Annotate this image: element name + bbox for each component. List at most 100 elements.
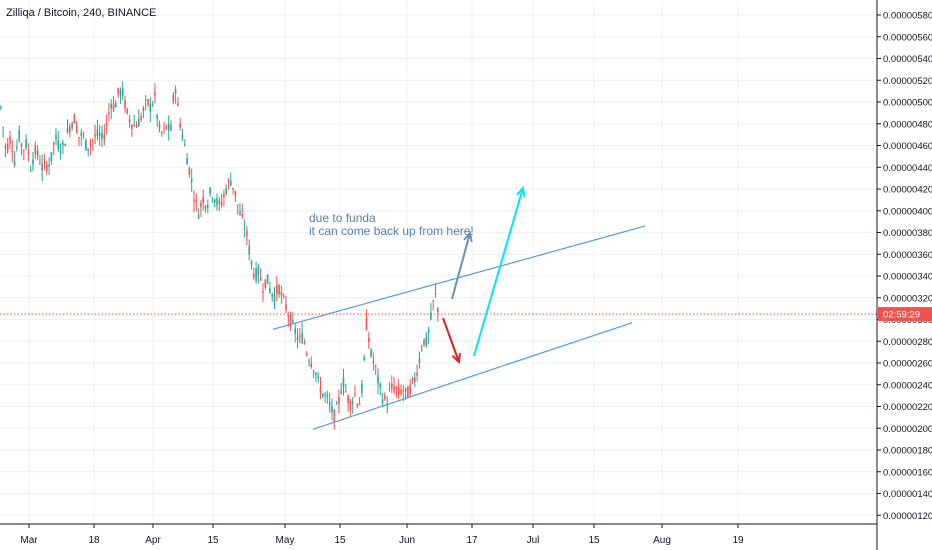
candle-body [271,293,273,297]
candle-body [250,260,253,265]
x-tick-label: Apr [145,535,161,546]
candle-body [161,132,163,134]
candle-body [2,127,4,129]
candle-body [96,129,99,136]
arrow-up-cyan [473,187,524,357]
candle-body [207,204,209,208]
candle-body [71,123,73,128]
candle-body [140,116,142,120]
candle-body [278,285,280,295]
candle-body [347,395,349,403]
candle-body [124,99,126,109]
x-tick-label: 18 [88,535,100,546]
y-tick-label: 0.00000580 [883,11,932,22]
candle-body [232,187,234,190]
time-axis[interactable]: Mar 18 Apr 15 May 15 Jun 17 Jul 15 Aug 19 [0,523,877,546]
candle-body [156,115,158,120]
y-tick-label: 0.00000500 [883,98,932,109]
candle-body [188,167,191,175]
candle-body [430,312,432,320]
candle-body [437,308,439,313]
candle-body [59,150,62,153]
candle-body [85,139,87,151]
candle-body [50,152,53,162]
candle-body [142,108,145,112]
candle-body [78,136,80,138]
candle-body [358,403,361,406]
candle-body [209,187,211,194]
candle-body [248,245,250,254]
candle-body [402,390,405,392]
candle-body [243,228,246,231]
candle-body [110,104,112,109]
candle-body [197,214,200,219]
candle-body [404,388,407,391]
candle-body [333,410,336,423]
candle-body [338,396,340,404]
y-tick-label: 0.00000440 [883,163,932,174]
candle-body [354,393,356,395]
candle-body [303,342,306,344]
candle-body [370,349,372,357]
candle-body [315,372,317,376]
x-tick-label: May [276,535,295,546]
candle-body [154,91,156,96]
candle-body [262,291,264,293]
y-tick-label: 0.00000480 [883,119,932,130]
candle-body [190,179,193,183]
candle-body [377,375,379,384]
candle-body [179,123,181,128]
candle-body [368,337,370,342]
candle-body [391,383,393,389]
channel-upper-line [272,225,646,330]
candle-body [66,128,69,133]
candle-body [335,403,338,405]
candle-body [174,89,177,94]
candle-body [349,401,352,410]
candle-body [101,132,103,139]
y-tick-label: 0.00000160 [883,467,932,478]
price-axis[interactable]: 0.00000580 0.00000560 0.00000540 0.00000520… [876,0,932,550]
x-tick-label: Jun [399,535,415,546]
candle-body [184,144,186,146]
candle-body [427,329,430,333]
candle-body [365,318,368,330]
y-tick-label: 0.00000220 [883,402,932,413]
candle-body [57,140,60,150]
candle-body [11,150,14,153]
candle-body [225,188,227,194]
candle-body [126,108,129,114]
candle-body [138,118,140,127]
candle-body [29,170,32,172]
candle-body [411,377,414,381]
candle-body [158,124,161,129]
candle-body [64,144,66,146]
candle-body [112,103,115,111]
candle-body [147,99,149,105]
candle-body [149,103,152,112]
candle-body [287,314,290,317]
candle-body [407,387,409,398]
candle-body [253,273,255,278]
candle-body [75,125,78,133]
candle-body [89,144,92,146]
candle-body [4,146,7,149]
candle-body [234,191,237,197]
candle-body [105,122,108,126]
candles [0,81,439,430]
candle-body [305,353,308,355]
candle-body [131,124,133,129]
candle-body [195,200,198,202]
candle-body [23,150,25,152]
current-price-badge [878,307,932,322]
candle-body [285,304,287,310]
candle-body [345,391,347,393]
grid [0,0,877,524]
y-tick-label: 0.00000360 [883,250,932,261]
candle-body [170,125,172,131]
candle-body [395,386,398,390]
arrow-down-red-head [451,352,461,365]
candle-body [218,200,221,204]
candle-body [294,328,296,334]
